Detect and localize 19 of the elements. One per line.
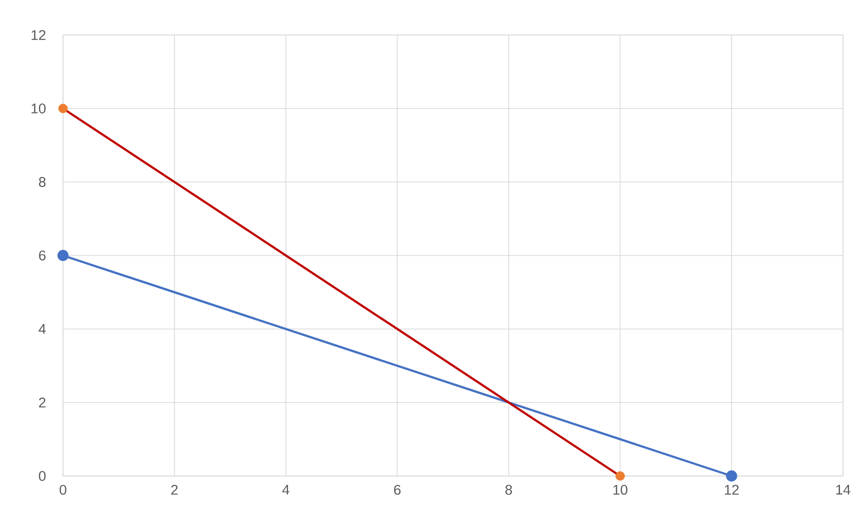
point <box>58 104 68 114</box>
y-tick-label: 2 <box>39 398 46 408</box>
y-tick-label: 0 <box>38 471 46 481</box>
y-tick-label: 4 <box>38 324 46 334</box>
y-tick-label: 8 <box>38 177 46 187</box>
x-tick-label: 0 <box>60 484 66 495</box>
x-tick-label: 14 <box>836 484 850 494</box>
x-tick-label: 8 <box>505 484 512 495</box>
x-tick-label: 6 <box>394 484 401 495</box>
x-tick-label: 4 <box>282 484 290 494</box>
point <box>726 470 738 482</box>
x-tick-label: 12 <box>724 484 739 495</box>
point <box>615 471 625 481</box>
y-tick-label: 10 <box>32 104 46 114</box>
point <box>57 250 69 262</box>
x-tick-label: 10 <box>613 484 628 495</box>
x-tick-label: 2 <box>171 484 178 495</box>
y-tick-label: 6 <box>39 250 46 260</box>
y-tick-label: 12 <box>32 30 46 40</box>
